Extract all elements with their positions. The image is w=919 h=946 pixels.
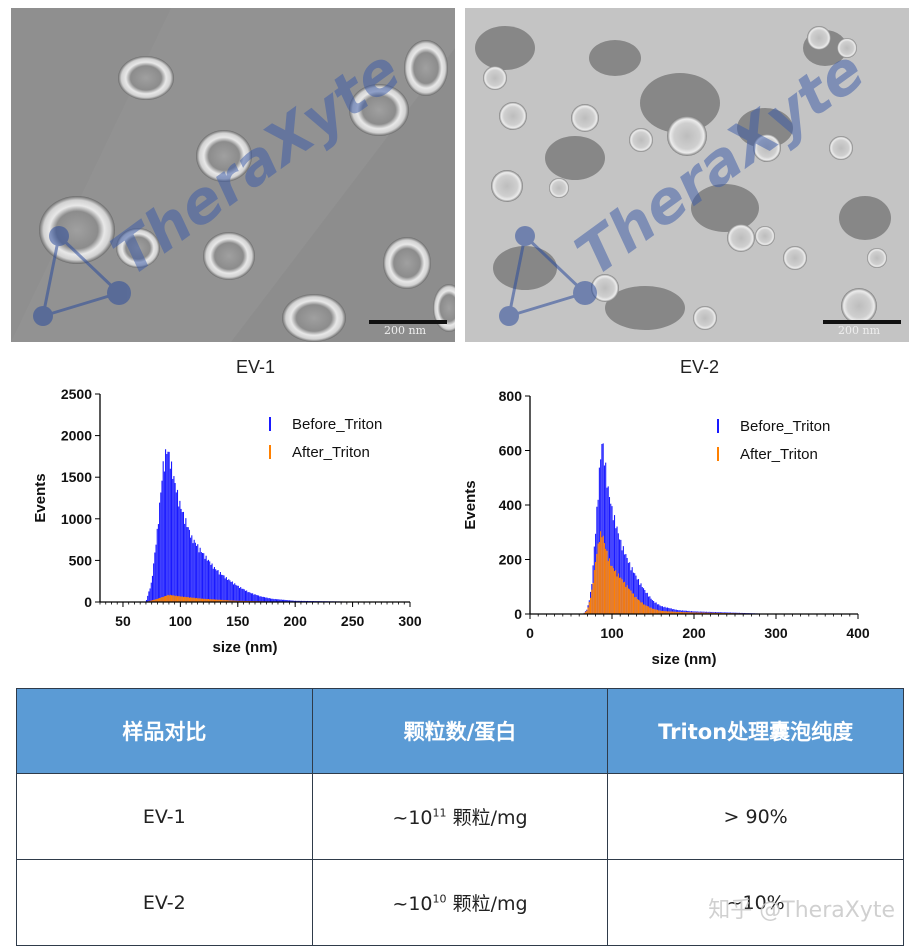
x-tick-label: 100 (600, 625, 624, 641)
watermark-logo (499, 226, 597, 326)
svg-text:200 nm: 200 nm (384, 324, 427, 337)
table-header-row: 样品对比 颗粒数/蛋白 Triton处理囊泡纯度 (16, 688, 904, 774)
header-particle-per-protein: 颗粒数/蛋白 (311, 688, 609, 774)
x-tick-label: 200 (682, 625, 706, 641)
site-watermark: 知乎 @TheraXyte (708, 898, 895, 923)
y-tick-label: 1500 (61, 469, 92, 485)
legend-label: Before_Triton (740, 418, 830, 435)
cell-sample: EV-1 (16, 773, 313, 860)
table-row: EV-2 ~1010 颗粒/mg ~10% (16, 859, 904, 946)
watermark-logo (33, 226, 131, 326)
y-tick-label: 800 (499, 388, 523, 404)
x-tick-label: 50 (115, 613, 131, 629)
debris (475, 26, 891, 330)
scale-bar: 200 nm (823, 320, 901, 337)
x-tick-label: 0 (526, 625, 534, 641)
table-row: EV-1 ~1011 颗粒/mg > 90% (16, 773, 904, 860)
tem-image-ev1: TheraXyte 200 nm (11, 8, 455, 342)
x-tick-label: 200 (284, 613, 308, 629)
cell-particle-per-protein: ~1011 颗粒/mg (311, 773, 609, 860)
chart-title-ev1: EV-1 (236, 357, 276, 377)
legend-label: After_Triton (292, 444, 370, 461)
y-tick-label: 600 (499, 443, 523, 459)
cell-sample: EV-2 (16, 859, 313, 946)
y-tick-label: 200 (499, 552, 523, 568)
y-tick-label: 0 (84, 594, 92, 610)
header-triton-purity: Triton处理囊泡纯度 (607, 688, 904, 774)
y-tick-label: 1000 (61, 511, 92, 527)
x-axis-label: size (nm) (651, 651, 716, 668)
cell-purity: ~10% (607, 859, 904, 946)
x-tick-label: 100 (169, 613, 193, 629)
legend-label: After_Triton (740, 446, 818, 463)
x-tick-label: 150 (226, 613, 250, 629)
x-tick-label: 400 (846, 625, 870, 641)
chart-title-ev2: EV-2 (680, 357, 720, 377)
histogram-ev2: 0 200 400 600 800 0 100 200 300 400 size (nm) Event… (462, 380, 902, 680)
y-tick-label: 2000 (61, 428, 92, 444)
header-sample: 样品对比 (16, 688, 313, 774)
cell-purity: > 90% (607, 773, 904, 860)
legend-label: Before_Triton (292, 416, 382, 433)
cell-particle-per-protein: ~1010 颗粒/mg (311, 859, 609, 946)
y-tick-label: 400 (499, 497, 523, 513)
series-After_Triton (583, 531, 776, 614)
comparison-table: 样品对比 颗粒数/蛋白 Triton处理囊泡纯度 EV-1 ~1011 颗粒/m… (16, 688, 904, 946)
y-tick-label: 2500 (61, 386, 92, 402)
tem-image-ev2: TheraXyte 200 nm (465, 8, 909, 342)
y-tick-label: 0 (514, 606, 522, 622)
x-axis-label: size (nm) (212, 639, 277, 656)
x-tick-label: 300 (764, 625, 788, 641)
svg-text:200 nm: 200 nm (838, 324, 881, 337)
series-Before_Triton (145, 449, 410, 602)
y-tick-label: 500 (69, 552, 93, 568)
y-axis-label: Events (462, 480, 479, 529)
x-tick-label: 300 (398, 613, 422, 629)
x-tick-label: 250 (341, 613, 365, 629)
scale-bar: 200 nm (369, 320, 447, 337)
histogram-ev1: 0 500 1000 1500 2000 2500 50 100 150 200 250 300 siz… (20, 380, 440, 670)
y-axis-label: Events (32, 473, 49, 522)
vesicles (483, 26, 887, 330)
